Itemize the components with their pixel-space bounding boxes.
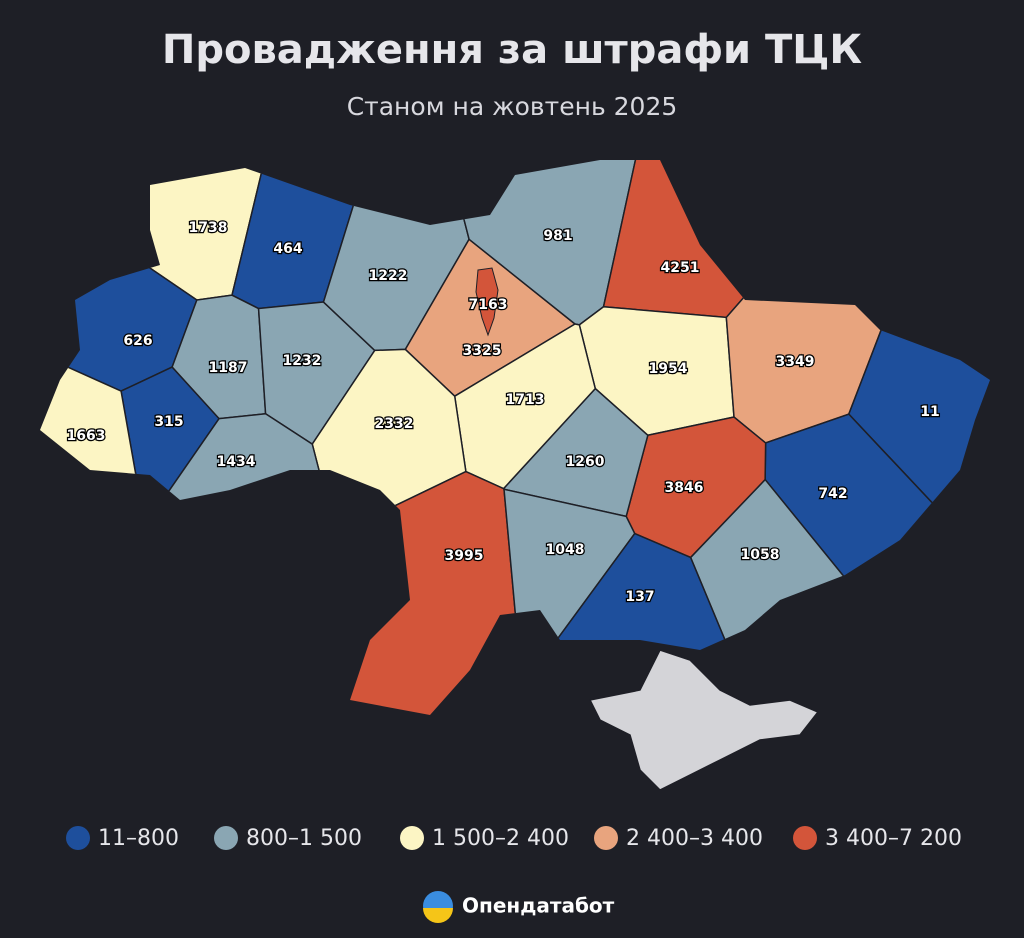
region-value: 137 <box>625 589 654 605</box>
region-value: 1187 <box>209 360 248 376</box>
region-value: 3325 <box>463 343 502 359</box>
crimea <box>588 649 820 791</box>
region-value: 981 <box>543 228 572 244</box>
region <box>62 412 337 715</box>
region-value: 1954 <box>649 361 688 377</box>
legend-label: 2 400–3 400 <box>626 826 763 851</box>
region-value: 1048 <box>546 542 585 558</box>
region-value: 1713 <box>506 392 545 408</box>
legend-label: 800–1 500 <box>246 826 362 851</box>
region-value: 3995 <box>445 548 484 564</box>
region-value: 1232 <box>283 353 322 369</box>
region-value: 1738 <box>189 220 228 236</box>
region-value: 3846 <box>665 480 704 496</box>
title: Провадження за штрафи ТЦК <box>162 27 863 73</box>
region-value: 4251 <box>661 260 700 276</box>
legend-label: 11–800 <box>98 826 179 851</box>
region-value: 2332 <box>375 416 414 432</box>
legend-swatch <box>214 826 238 850</box>
brand-logo-part <box>423 908 453 923</box>
region-value: 7163 <box>469 297 508 313</box>
legend-swatch <box>400 826 424 850</box>
region <box>161 470 523 715</box>
region-value: 1663 <box>67 428 106 444</box>
region-value: 1434 <box>217 454 256 470</box>
region <box>461 532 849 715</box>
region-value: 315 <box>154 414 183 430</box>
legend-swatch <box>793 826 817 850</box>
legend-swatch <box>66 826 90 850</box>
legend-label: 1 500–2 400 <box>432 826 569 851</box>
region-value: 1222 <box>369 268 408 284</box>
region-value: 1058 <box>741 547 780 563</box>
region-value: 626 <box>123 333 152 349</box>
region-value: 464 <box>273 241 302 257</box>
legend-swatch <box>594 826 618 850</box>
region-value: 3349 <box>776 354 815 370</box>
region-value: 742 <box>818 486 847 502</box>
region-value: 11 <box>920 404 939 420</box>
region-city <box>475 267 499 337</box>
legend-label: 3 400–7 200 <box>825 826 962 851</box>
brand: Опендатабот <box>462 894 615 918</box>
subtitle: Станом на жовтень 2025 <box>347 92 678 121</box>
region <box>764 413 990 715</box>
region-value: 1260 <box>566 454 605 470</box>
